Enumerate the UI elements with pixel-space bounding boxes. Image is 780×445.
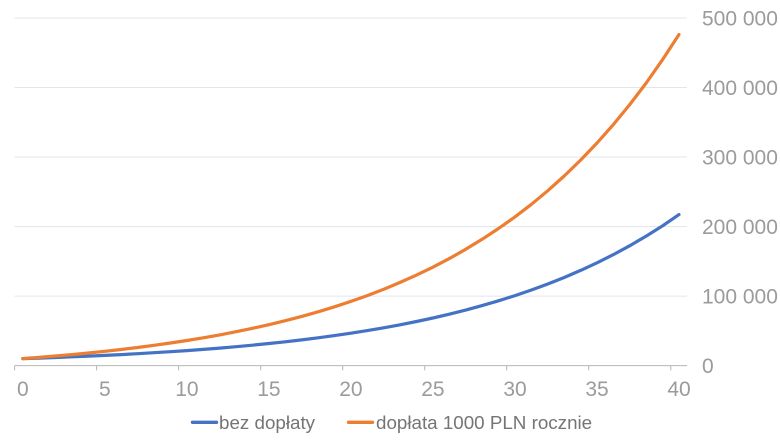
svg-text:dopłata 1000 PLN rocznie: dopłata 1000 PLN rocznie [376, 412, 592, 433]
svg-text:20: 20 [339, 378, 362, 401]
svg-text:15: 15 [257, 378, 280, 401]
svg-text:40: 40 [667, 378, 690, 401]
svg-text:100 000: 100 000 [702, 285, 778, 308]
svg-text:35: 35 [585, 378, 608, 401]
svg-text:0: 0 [17, 378, 29, 401]
svg-text:5: 5 [99, 378, 111, 401]
svg-text:30: 30 [503, 378, 526, 401]
svg-text:bez dopłaty: bez dopłaty [219, 412, 316, 433]
svg-text:0: 0 [702, 355, 714, 378]
svg-text:10: 10 [175, 378, 198, 401]
svg-text:200 000: 200 000 [702, 216, 778, 239]
svg-text:300 000: 300 000 [702, 146, 778, 169]
svg-text:400 000: 400 000 [702, 77, 778, 100]
svg-text:25: 25 [421, 378, 444, 401]
svg-text:500 000: 500 000 [702, 7, 778, 30]
